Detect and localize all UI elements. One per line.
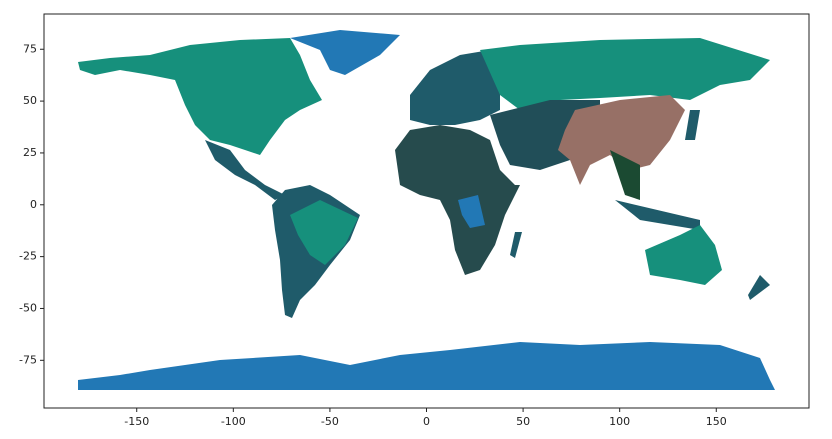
y-tick-label: 50: [23, 94, 37, 107]
brazil: [290, 200, 358, 265]
new-zealand: [748, 275, 770, 300]
north-america: [78, 38, 322, 155]
russia: [480, 38, 770, 110]
x-tick-label: -50: [321, 415, 339, 428]
x-tick-label: -150: [124, 415, 149, 428]
greenland: [290, 30, 400, 75]
antarctica: [78, 342, 775, 390]
indonesia: [615, 200, 700, 230]
y-tick-label: 25: [23, 146, 37, 159]
y-tick-label: 0: [30, 198, 37, 211]
x-tick-label: 0: [423, 415, 430, 428]
central-america: [205, 140, 285, 200]
x-tick-label: 150: [706, 415, 727, 428]
australia: [645, 225, 722, 285]
y-tick-label: -75: [19, 353, 37, 366]
africa: [395, 125, 520, 275]
x-tick-label: 50: [516, 415, 530, 428]
x-tick-label: 100: [609, 415, 630, 428]
x-tick-label: -100: [221, 415, 246, 428]
dr-congo: [458, 195, 485, 228]
china-india: [558, 95, 685, 185]
japan: [685, 110, 700, 140]
europe: [410, 50, 500, 125]
madagascar: [510, 232, 522, 258]
countries: [78, 30, 775, 390]
y-tick-label: -50: [19, 301, 37, 314]
y-tick-label: -25: [19, 250, 37, 263]
southeast-asia: [610, 150, 640, 200]
y-tick-label: 75: [23, 42, 37, 55]
